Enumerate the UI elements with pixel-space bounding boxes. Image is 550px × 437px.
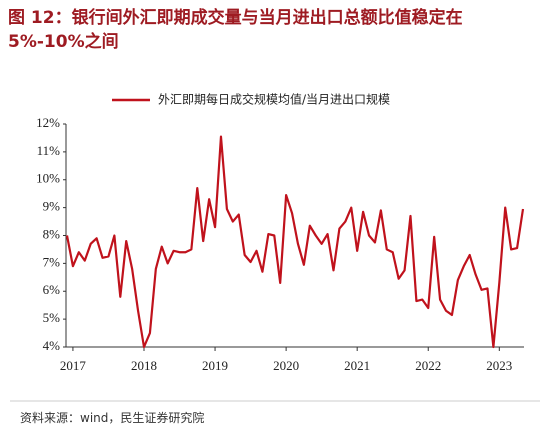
y-tick-label: 12% [36, 115, 60, 130]
y-tick-label: 6% [43, 282, 61, 297]
x-tick-label: 2017 [60, 358, 87, 373]
y-tick-label: 11% [37, 143, 61, 158]
x-tick-label: 2022 [415, 358, 441, 373]
x-tick-label: 2020 [273, 358, 299, 373]
y-tick-label: 8% [43, 226, 61, 241]
x-tick-label: 2021 [344, 358, 370, 373]
series-line [65, 135, 525, 349]
y-tick-label: 7% [43, 254, 61, 269]
legend-text: 外汇即期每日成交规模均值/当月进出口规模 [158, 92, 390, 107]
y-tick-label: 5% [43, 310, 61, 325]
y-tick-label: 4% [43, 338, 61, 353]
y-tick-label: 9% [43, 199, 61, 214]
x-tick-label: 2019 [202, 358, 228, 373]
source: 资料来源：wind，民生证券研究院 [20, 411, 205, 425]
x-tick-label: 2018 [131, 358, 157, 373]
x-tick-label: 2023 [486, 358, 512, 373]
y-tick-label: 10% [36, 171, 60, 186]
chart-title: 图 12：银行间外汇即期成交量与当月进出口总额比值稳定在 5%-10%之间 [8, 8, 463, 52]
